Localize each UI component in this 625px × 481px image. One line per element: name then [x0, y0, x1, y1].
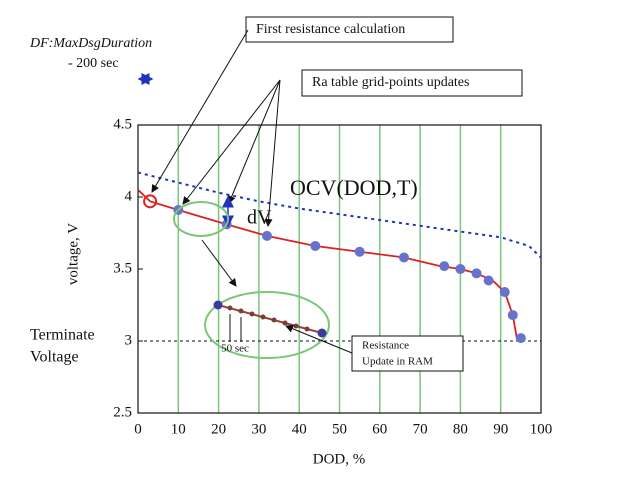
- update-point: [515, 333, 526, 344]
- callout-arrow: [182, 79, 281, 205]
- marks: [137, 171, 542, 344]
- y-tick-label: 4.5: [113, 116, 132, 132]
- x-tick-label: 30: [251, 421, 266, 437]
- x-tick-label: 10: [171, 421, 186, 437]
- y-tick-label: 3: [125, 332, 133, 348]
- inset-point: [317, 328, 327, 338]
- annotation: Update in RAM: [362, 356, 433, 368]
- update-point: [471, 268, 482, 279]
- x-tick-label: 80: [453, 421, 468, 437]
- series-label: OCV(DOD,T): [290, 175, 418, 200]
- x-tick-label: 50: [332, 421, 347, 437]
- callout-box: [351, 335, 464, 372]
- callout-box: [301, 69, 523, 97]
- update-point: [398, 252, 409, 263]
- x-tick-label: 20: [211, 421, 226, 437]
- grid: 0 10 20 30 40 50 60 70 80 90 100 2.5 3 3.5 4 4.5: [113, 116, 552, 437]
- first-calc-point: [143, 194, 158, 209]
- annotation: Resistance: [362, 340, 409, 352]
- series-line: [137, 189, 521, 340]
- annotation: Ra table grid-points updates: [312, 75, 469, 90]
- x-tick-label: 100: [530, 421, 553, 437]
- hline-label: Voltage: [30, 349, 79, 366]
- hline-label: Terminate: [30, 327, 95, 344]
- y-axis-label: voltage, V: [65, 223, 81, 285]
- callout-arrow: [264, 79, 281, 227]
- annotation: 50 sec: [221, 343, 249, 355]
- annotation: dV: [247, 207, 272, 229]
- x-tick-label: 40: [292, 421, 307, 437]
- plot-frame: [137, 124, 542, 414]
- series-line: [137, 171, 542, 259]
- y-tick-label: 2.5: [113, 404, 132, 420]
- x-axis-label: DOD, %: [313, 451, 366, 467]
- x-tick-label: 70: [413, 421, 428, 437]
- inset-dots: [227, 305, 310, 332]
- callout-arrow: [227, 79, 281, 204]
- x-tick-label: 90: [493, 421, 508, 437]
- update-point: [483, 275, 494, 286]
- update-point: [310, 240, 321, 251]
- callout-arrow: [151, 29, 249, 193]
- annotation: DF:MaxDsgDuration: [29, 36, 152, 51]
- update-point: [455, 264, 466, 274]
- x-tick-label: 60: [372, 421, 387, 437]
- callout-box: [245, 16, 454, 43]
- update-point: [499, 287, 510, 298]
- annotation: First resistance calculation: [256, 22, 405, 37]
- y-tick-label: 4: [125, 188, 133, 204]
- callout-arrow: [285, 324, 353, 354]
- update-point: [507, 310, 518, 321]
- x-tick-label: 0: [134, 421, 142, 437]
- annotation: - 200 sec: [68, 56, 119, 71]
- inset-point: [213, 300, 223, 310]
- update-point: [439, 261, 450, 272]
- update-point: [261, 230, 272, 241]
- zoom-ellipse: [173, 201, 229, 237]
- zoom-arrow: [201, 239, 237, 287]
- y-tick-label: 3.5: [113, 260, 132, 276]
- update-point: [354, 246, 365, 257]
- zoom-ellipse: [204, 291, 330, 359]
